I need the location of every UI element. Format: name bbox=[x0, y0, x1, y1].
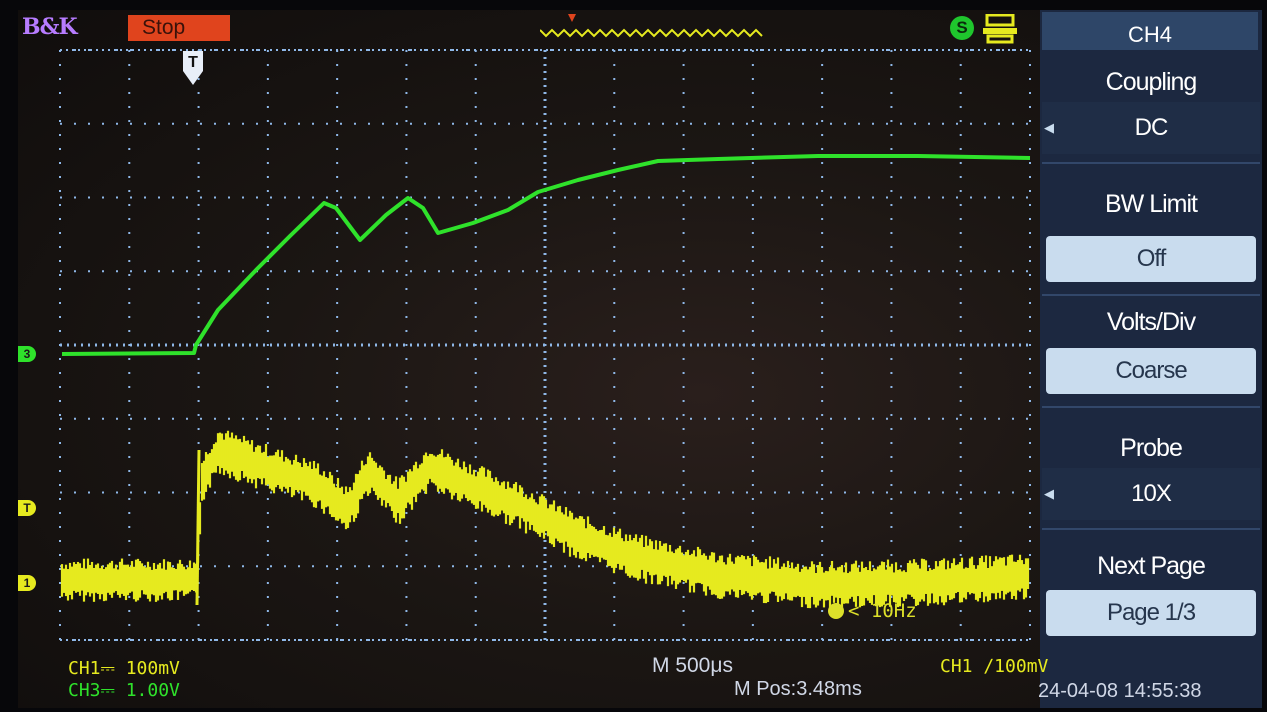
menu-divider bbox=[1042, 528, 1260, 530]
graticule-grid bbox=[59, 49, 1031, 641]
coupling-value: DC bbox=[1134, 114, 1169, 141]
volts-div-button[interactable]: Coarse bbox=[1046, 348, 1256, 394]
menu-divider bbox=[1042, 406, 1260, 408]
brand-logo: B&K bbox=[22, 14, 78, 40]
probe-value: 10X bbox=[1131, 480, 1172, 507]
menu-title: CH4 bbox=[1042, 12, 1258, 50]
date-time: 24-04-08 14:55:38 bbox=[1038, 680, 1202, 702]
menu-divider bbox=[1042, 294, 1260, 296]
ch3-waveform bbox=[61, 154, 1031, 356]
ch3-scale: CH3⎓ 1.00V bbox=[68, 680, 180, 701]
trigger-position-icon bbox=[540, 14, 763, 38]
menu-arrow-icon: ◀ bbox=[1044, 120, 1054, 135]
menu-arrow-icon: ◀ bbox=[1044, 486, 1054, 501]
trigger-readout: CH1 ∕100mV bbox=[940, 656, 1049, 677]
scope-screen: B&K Stop S T 3 T 1 < 10Hz CH4 Coupling ◀ bbox=[18, 10, 1262, 708]
bw-limit-label: BW Limit bbox=[1105, 190, 1198, 218]
timebase: M 500μs bbox=[652, 654, 733, 677]
waveform-graticule bbox=[59, 49, 1031, 641]
ch1-scale: CH1⎓ 100mV bbox=[68, 658, 180, 679]
main-position: M Pos:3.48ms bbox=[734, 678, 862, 700]
next-page-button[interactable]: Page 1/3 bbox=[1046, 590, 1256, 636]
menu-divider bbox=[1042, 162, 1260, 164]
coupling-button[interactable] bbox=[1042, 102, 1260, 154]
trigger-top-marker: T bbox=[183, 51, 203, 85]
ch3-marker: 3 bbox=[18, 346, 36, 362]
frequency-readout: < 10Hz bbox=[828, 600, 917, 622]
top-status-bar: B&K Stop S bbox=[18, 10, 1038, 46]
frequency-value: < 10Hz bbox=[848, 600, 917, 622]
run-status-badge: Stop bbox=[128, 15, 230, 41]
probe-label: Probe bbox=[1120, 434, 1183, 462]
volts-div-label: Volts/Div bbox=[1106, 308, 1196, 336]
ch1-waveform bbox=[60, 430, 1030, 609]
ch1-edge bbox=[195, 449, 201, 606]
ch1-marker: 1 bbox=[18, 575, 36, 591]
next-page-label: Next Page bbox=[1097, 552, 1206, 580]
probe-button[interactable] bbox=[1042, 468, 1260, 520]
s-icon: S bbox=[950, 16, 974, 40]
channel-menu: CH4 Coupling ◀ DC BW Limit Off Volts/Div… bbox=[1040, 10, 1262, 708]
bw-limit-button[interactable]: Off bbox=[1046, 236, 1256, 282]
freq-icon bbox=[828, 603, 844, 619]
usb-icon bbox=[983, 14, 1017, 44]
trigger-level-marker: T bbox=[18, 500, 36, 516]
coupling-label: Coupling bbox=[1105, 68, 1198, 96]
svg-text:T: T bbox=[188, 54, 198, 71]
